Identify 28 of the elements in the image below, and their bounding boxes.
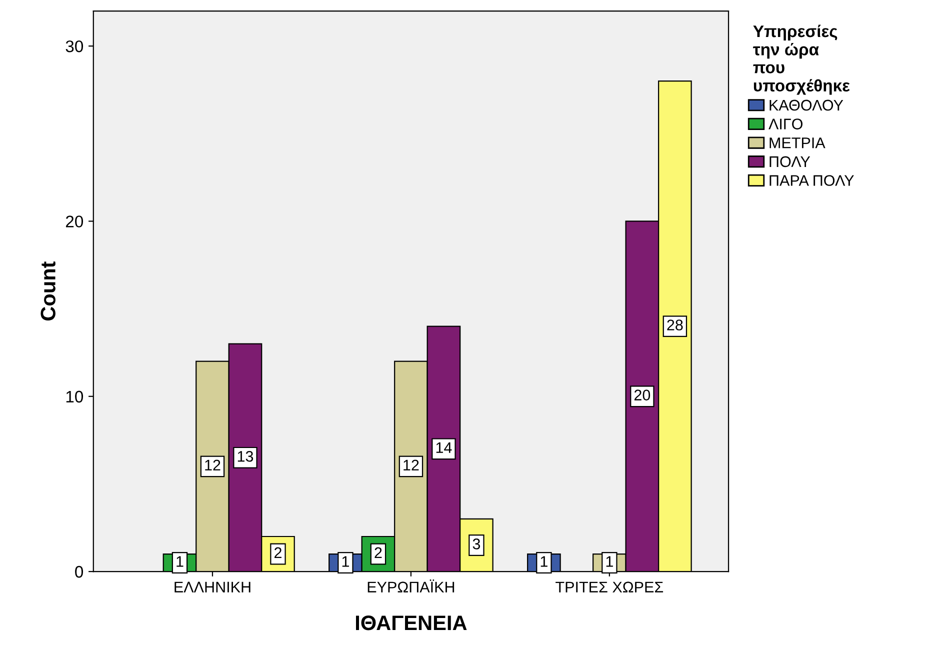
y-tick-label: 10 <box>66 390 84 403</box>
y-axis-title: Count <box>40 261 56 320</box>
data-label: 12 <box>205 460 220 470</box>
data-label: 20 <box>634 390 650 400</box>
data-label: 2 <box>274 547 282 558</box>
x-tick-label: ΤΡΙΤΕΣ ΧΩΡΕΣ <box>556 582 664 592</box>
x-tick-label: ΕΥΡΩΠΑΪΚΗ <box>368 580 454 592</box>
data-label: 1 <box>342 556 349 567</box>
data-label: 1 <box>176 556 184 567</box>
data-label: 14 <box>436 442 452 453</box>
legend-label: ΜΕΤΡΙΑ <box>770 138 826 148</box>
legend-label: ΠΟΛΥ <box>770 156 810 168</box>
data-label: 3 <box>472 538 480 550</box>
data-label: 28 <box>667 320 683 330</box>
x-axis-title: ΙΘΑΓΕΝΕΙΑ <box>356 615 467 630</box>
y-tick-label: 30 <box>66 40 84 52</box>
y-tick-label: 0 <box>75 566 84 578</box>
legend-title: Υπηρεσίες την ώρα που υποσχέθηκε <box>753 24 850 95</box>
data-label: 1 <box>606 556 613 567</box>
y-tick-label: 20 <box>66 216 84 228</box>
legend-label: ΛΙΓΟ <box>768 118 802 130</box>
legend-label: ΚΑΘΟΛΟΥ <box>770 100 844 111</box>
legend-label: ΠΑΡΑ ΠΟΛΥ <box>770 175 854 186</box>
data-label: 13 <box>238 450 254 462</box>
data-label: 12 <box>404 460 419 470</box>
data-label: 1 <box>540 556 548 567</box>
x-tick-label: ΕΛΛΗΝΙΚΗ <box>174 582 250 592</box>
data-label: 2 <box>374 547 382 558</box>
